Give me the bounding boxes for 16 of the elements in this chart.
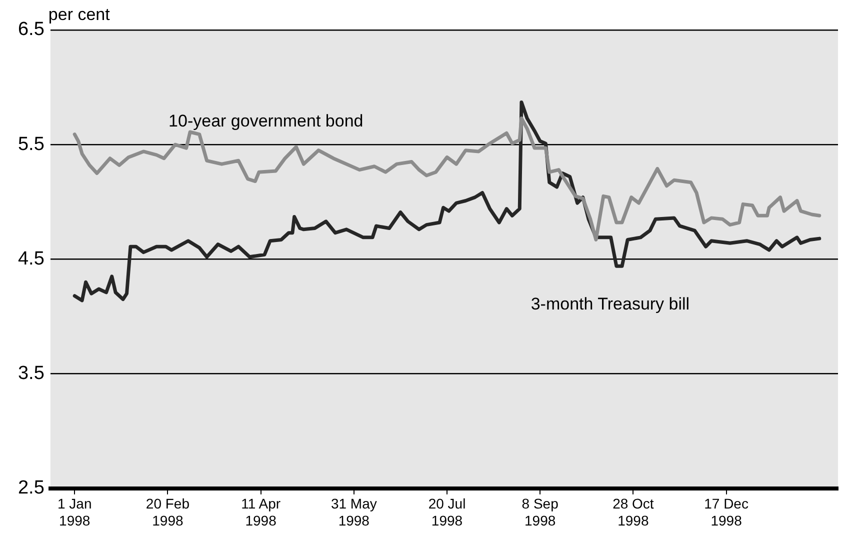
y-tick-label: 6.5 bbox=[18, 19, 44, 40]
x-tick-label: 11 Apr 1998 bbox=[241, 496, 281, 528]
x-tick-label: 31 May 1998 bbox=[330, 496, 377, 528]
y-axis-title: per cent bbox=[48, 5, 110, 24]
y-tick-label: 2.5 bbox=[18, 478, 44, 499]
series-label: 10-year government bond bbox=[168, 111, 364, 130]
x-tick-label: 1 Jan 1998 bbox=[57, 496, 92, 528]
x-tick-label: 20 Feb 1998 bbox=[146, 496, 190, 528]
x-tick-label: 17 Dec 1998 bbox=[704, 496, 748, 528]
x-tick-label: 28 Oct 1998 bbox=[612, 496, 654, 528]
text: 3-month Treasury bill bbox=[530, 294, 690, 314]
x-tick-label: 8 Sep 1998 bbox=[522, 496, 559, 528]
y-tick-label: 4.5 bbox=[18, 248, 44, 270]
y-tick-label: 5.5 bbox=[18, 134, 44, 155]
x-tick-label: 20 Jul 1998 bbox=[428, 496, 466, 528]
y-tick-label: 3.5 bbox=[18, 363, 44, 384]
